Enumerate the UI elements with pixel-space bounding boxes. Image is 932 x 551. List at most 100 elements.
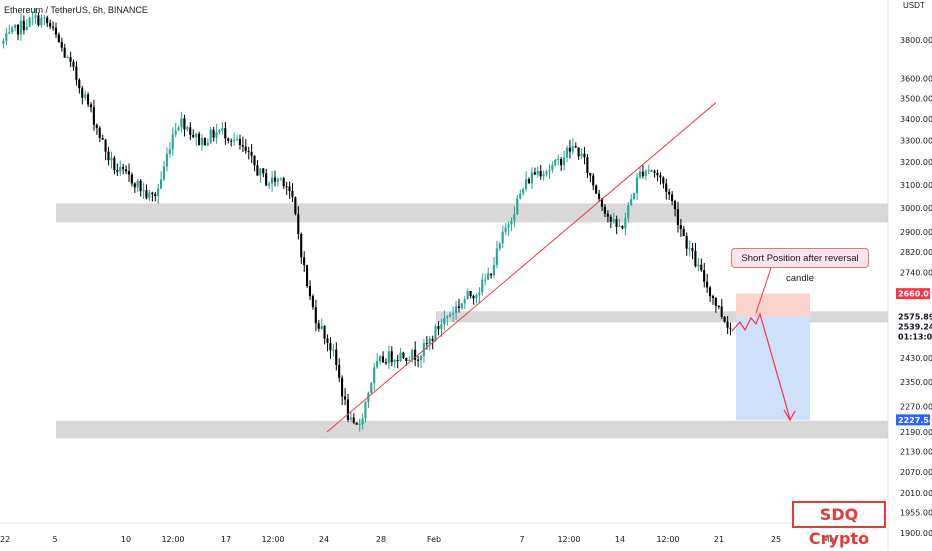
x-axis-ticks: 22 5 10 12:00 17 12:00 24 28 Feb 7 12:00 14 12:00 21 2… <box>0 535 838 544</box>
candle-body <box>381 356 385 363</box>
candle-body <box>376 361 379 368</box>
y-tick-label: 3000.00 <box>900 204 932 213</box>
candle-body <box>492 265 495 276</box>
candle-body <box>37 15 40 26</box>
candle-body <box>139 180 142 192</box>
candle-body <box>358 424 361 426</box>
candle-body <box>668 191 671 195</box>
candle-body <box>489 273 493 276</box>
candle-body <box>291 191 294 198</box>
candle-body <box>355 422 358 425</box>
candle-body <box>2 40 5 44</box>
candle-body <box>31 17 34 19</box>
candle-body <box>66 57 69 59</box>
candle-body <box>694 250 697 267</box>
candle-body <box>551 165 554 171</box>
candle-body <box>308 286 312 297</box>
candle-body <box>507 224 510 228</box>
candle-body <box>691 248 694 251</box>
candle-body <box>659 175 662 178</box>
y-tick-label: 2820.00 <box>900 248 932 257</box>
position-stop-area <box>736 293 810 317</box>
candle-body <box>5 33 8 41</box>
support-resistance-zones[interactable] <box>56 203 888 439</box>
candle-body <box>487 273 490 280</box>
candle-body <box>104 139 107 152</box>
candle-body <box>726 321 729 328</box>
candle-body <box>311 296 314 308</box>
candle-body <box>28 17 31 27</box>
x-tick-label: 7 <box>519 535 524 544</box>
candle-body <box>54 27 57 35</box>
candle-body <box>69 57 72 62</box>
candle-body <box>43 17 46 19</box>
candle-body <box>606 213 609 217</box>
candle-body <box>703 270 706 282</box>
candle-body <box>414 349 417 360</box>
candle-body <box>425 343 428 345</box>
candle-body <box>615 219 618 227</box>
zone-2 <box>56 420 888 439</box>
candle-body <box>685 236 688 249</box>
price-tag-last: 2539.24 <box>898 323 932 332</box>
y-tick-label: 3500.00 <box>900 94 932 103</box>
candle-body <box>481 279 484 293</box>
candle-body <box>168 149 171 154</box>
candle-body <box>431 338 434 341</box>
price-tag-stop-bg <box>896 288 930 300</box>
candle-body <box>130 174 133 184</box>
candle-body <box>215 132 218 138</box>
candle-body <box>151 192 154 195</box>
candle-body <box>533 172 536 175</box>
y-tick-label: 1900.00 <box>900 529 932 538</box>
candle-body <box>19 20 22 35</box>
zone-0 <box>56 203 888 223</box>
candle-body <box>320 326 323 329</box>
candle-body <box>513 214 516 221</box>
candle-body <box>539 171 542 177</box>
candle-body <box>189 127 192 135</box>
candle-body <box>708 287 712 297</box>
price-tag-target-bg <box>896 414 930 426</box>
candle-body <box>399 352 402 361</box>
candlestick-series[interactable] <box>2 8 732 432</box>
candle-body <box>714 298 717 306</box>
candle-body <box>317 323 320 329</box>
candle-body <box>326 338 329 343</box>
candle-body <box>212 129 215 138</box>
brand-watermark: SDQ Crypto <box>792 501 886 548</box>
candle-body <box>86 94 90 105</box>
candle-body <box>235 138 239 140</box>
candle-body <box>13 24 17 28</box>
candle-body <box>679 225 682 230</box>
candle-body <box>122 167 125 170</box>
candle-body <box>405 357 408 361</box>
candle-body <box>428 338 431 345</box>
short-position-tool[interactable] <box>736 293 810 420</box>
candle-body <box>241 145 244 147</box>
candle-body <box>562 157 566 166</box>
candle-body <box>662 177 665 184</box>
candle-body <box>600 198 604 207</box>
candle-body <box>565 147 568 158</box>
candle-body <box>527 179 531 184</box>
candle-body <box>84 94 87 98</box>
candle-body <box>11 27 14 33</box>
candle-body <box>670 194 674 202</box>
candle-body <box>449 314 452 317</box>
candle-body <box>177 127 180 131</box>
candle-body <box>419 356 422 361</box>
x-tick-label: 22 <box>0 535 10 544</box>
currency-label[interactable]: USDT <box>903 1 925 10</box>
x-tick-label: 17 <box>221 535 231 544</box>
candle-body <box>116 170 119 172</box>
candle-body <box>498 243 501 249</box>
candle-body <box>682 229 685 237</box>
annotation-callout[interactable]: Short Position after reversal candle <box>731 248 869 284</box>
y-tick-label: 3200.00 <box>900 158 932 167</box>
candle-body <box>522 189 525 194</box>
x-tick-label: 12:00 <box>656 535 679 544</box>
drawings-layer[interactable] <box>326 102 796 433</box>
